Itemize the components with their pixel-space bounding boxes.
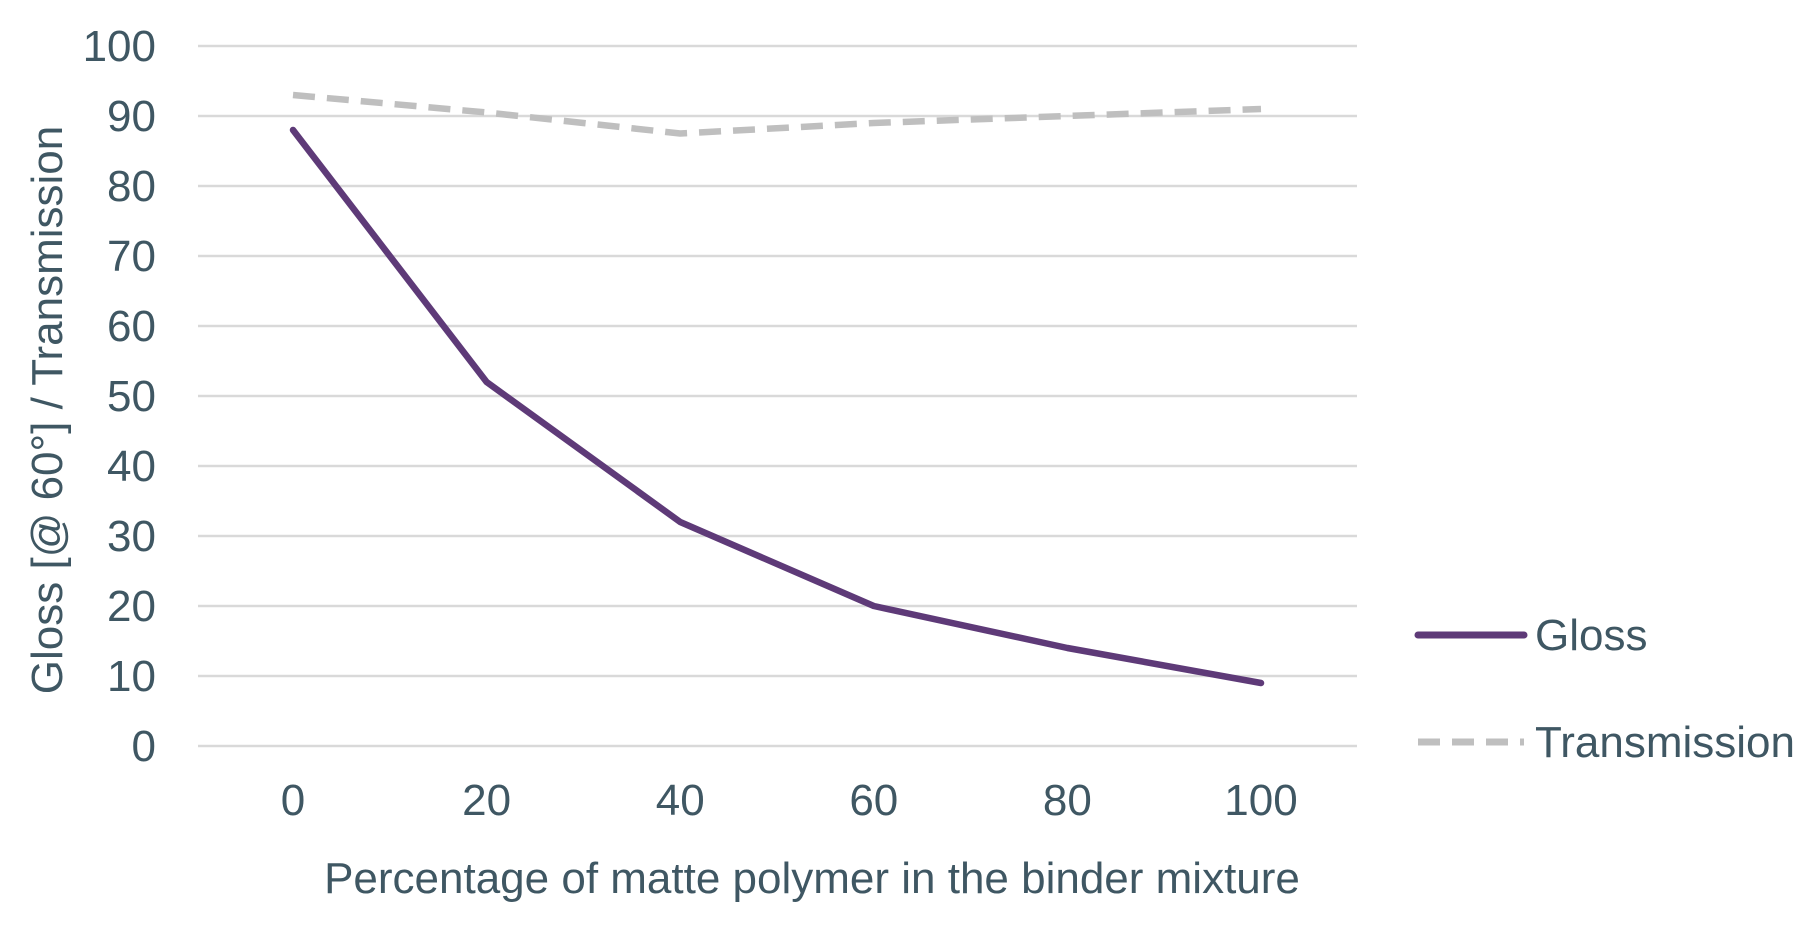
legend-label: Gloss: [1535, 611, 1647, 660]
x-tick-label: 60: [849, 776, 898, 825]
y-tick-label: 10: [107, 652, 156, 701]
series-lines: [293, 95, 1261, 683]
x-tick-label: 20: [462, 776, 511, 825]
gridlines: [198, 46, 1357, 746]
x-tick-label: 40: [656, 776, 705, 825]
y-tick-label: 60: [107, 302, 156, 351]
y-tick-label: 40: [107, 442, 156, 491]
series-line-transmission: [293, 95, 1261, 134]
y-axis-title: Gloss [@ 60°] / Transmission: [23, 126, 72, 694]
legend-item-gloss: Gloss: [1418, 611, 1647, 660]
series-line-gloss: [293, 130, 1261, 683]
legend-item-transmission: Transmission: [1418, 718, 1795, 767]
y-tick-label: 50: [107, 372, 156, 421]
legend: Gloss Transmission: [1418, 611, 1795, 767]
legend-label: Transmission: [1535, 718, 1795, 767]
x-tick-label: 80: [1043, 776, 1092, 825]
x-axis-tick-labels: 0 20 40 60 80 100: [281, 776, 1298, 825]
y-tick-label: 0: [132, 722, 156, 771]
x-tick-label: 100: [1224, 776, 1297, 825]
y-tick-label: 100: [83, 22, 156, 71]
x-axis-title: Percentage of matte polymer in the binde…: [324, 854, 1300, 903]
y-axis-tick-labels: 0 10 20 30 40 50 60 70 80 90 100: [83, 22, 156, 771]
y-tick-label: 30: [107, 512, 156, 561]
y-tick-label: 80: [107, 162, 156, 211]
y-tick-label: 90: [107, 92, 156, 141]
x-tick-label: 0: [281, 776, 305, 825]
y-tick-label: 20: [107, 582, 156, 631]
y-tick-label: 70: [107, 232, 156, 281]
